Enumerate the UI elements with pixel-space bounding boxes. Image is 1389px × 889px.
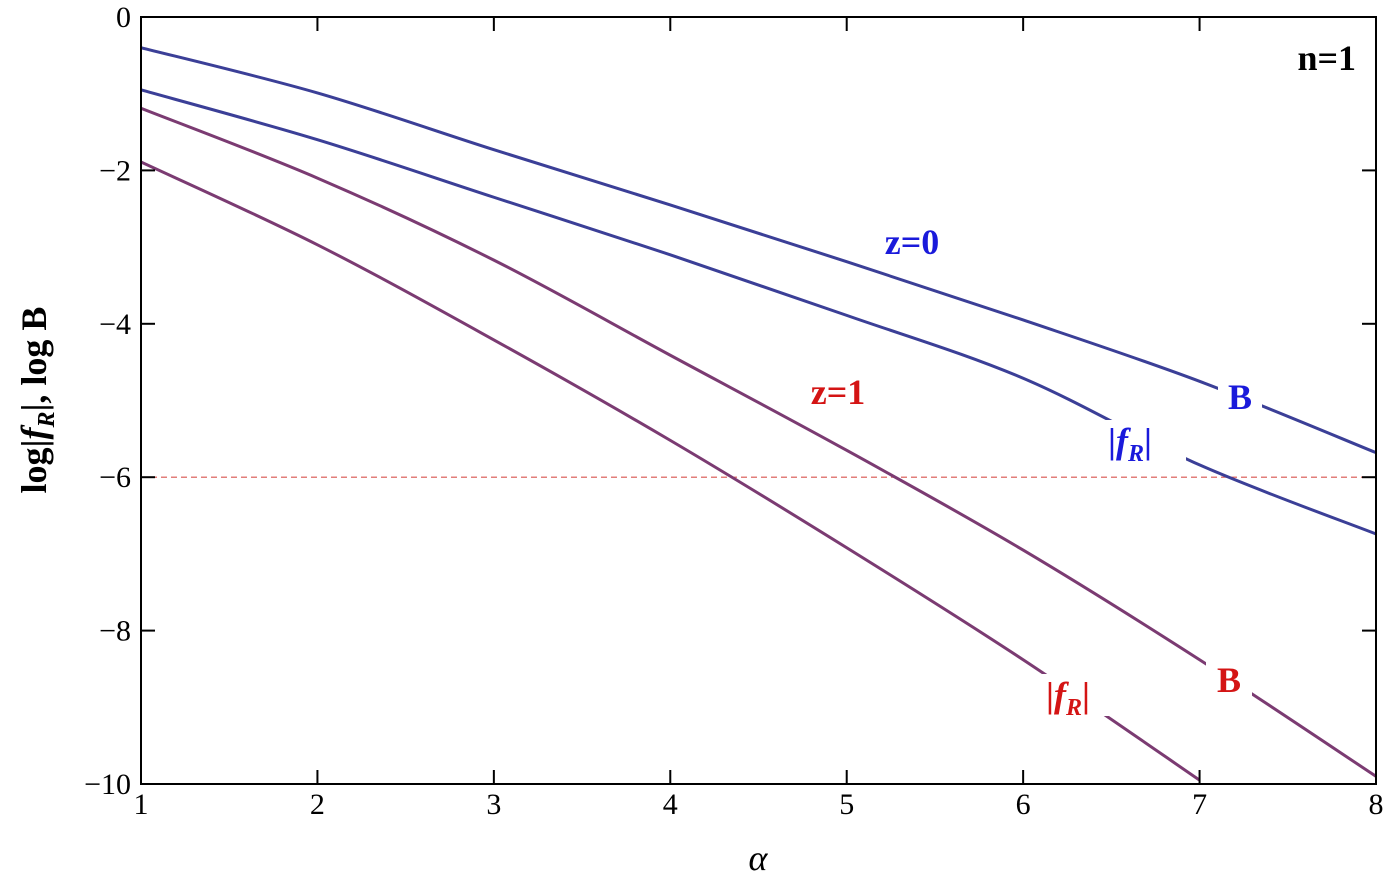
x-tick-label: 4 bbox=[663, 788, 678, 821]
x-tick-label: 7 bbox=[1192, 788, 1207, 821]
annotation-part: | bbox=[1108, 421, 1116, 461]
annotation-part: R bbox=[1127, 441, 1144, 467]
annotation-part: f bbox=[1054, 675, 1069, 715]
annotation: z=0 bbox=[885, 222, 940, 262]
line-series bbox=[141, 160, 1201, 782]
x-tick-label: 6 bbox=[1016, 788, 1031, 821]
x-tick-label: 5 bbox=[839, 788, 854, 821]
annotation-part: | bbox=[1082, 675, 1090, 715]
y-tick-label: −8 bbox=[99, 615, 131, 648]
label-bg bbox=[1218, 377, 1262, 415]
annotation: |fR| bbox=[1046, 675, 1090, 721]
axes: 1 2 3 4 5 6 7 8 0 −2 −4 −6 −8 −10 bbox=[84, 1, 1383, 821]
y-label-part: log| bbox=[14, 440, 54, 494]
y-label-part: f bbox=[14, 425, 54, 440]
label-bg bbox=[1206, 660, 1252, 700]
y-tick-label: 0 bbox=[116, 1, 131, 34]
annotation: n=1 bbox=[1297, 38, 1356, 78]
frame bbox=[140, 16, 1377, 785]
line-series bbox=[141, 46, 1376, 455]
y-tick-label: −4 bbox=[99, 308, 131, 341]
annotation: B bbox=[1228, 377, 1252, 417]
annotation: B bbox=[1217, 660, 1241, 700]
annotation: z=1 bbox=[811, 372, 866, 412]
annotation-part: | bbox=[1046, 675, 1054, 715]
y-label-part: R bbox=[34, 412, 60, 429]
label-bg bbox=[1102, 420, 1186, 462]
x-tick-label: 3 bbox=[486, 788, 501, 821]
annotation: |fR| bbox=[1108, 421, 1152, 467]
annotation-part: R bbox=[1065, 695, 1082, 721]
y-tick-label: −2 bbox=[99, 154, 131, 187]
y-axis-label: log|fR|, log B bbox=[14, 307, 60, 494]
label-bg bbox=[1042, 674, 1126, 716]
x-tick-label: 1 bbox=[134, 788, 149, 821]
y-tick-label: −10 bbox=[84, 768, 131, 801]
annotation-part: f bbox=[1116, 421, 1131, 461]
label-bg bbox=[872, 222, 952, 260]
y-label-part: |, log B bbox=[14, 307, 54, 412]
x-axis-label: α bbox=[749, 838, 769, 878]
line-series bbox=[141, 106, 1376, 778]
y-tick-label: −6 bbox=[99, 461, 131, 494]
x-tick-label: 8 bbox=[1369, 788, 1384, 821]
x-tick-label: 2 bbox=[310, 788, 325, 821]
annotation-part: | bbox=[1144, 421, 1152, 461]
